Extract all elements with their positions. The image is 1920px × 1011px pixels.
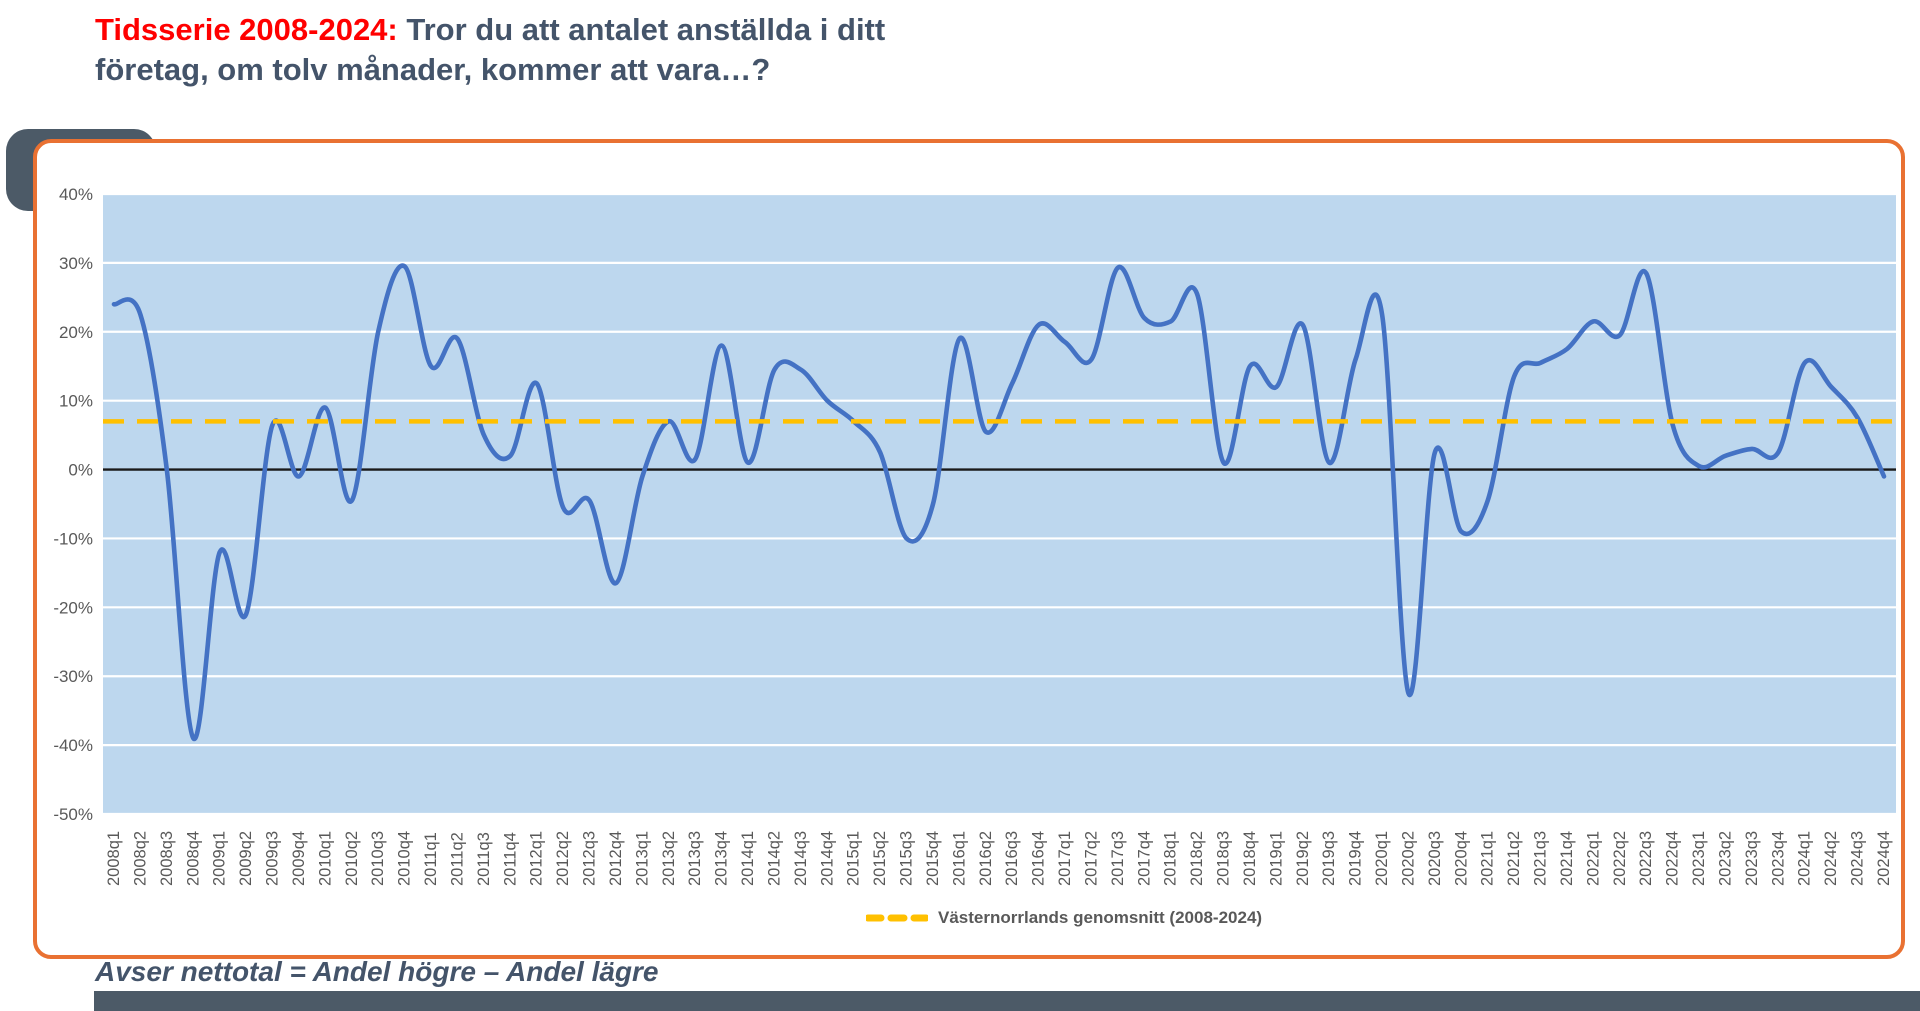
x-tick-label: 2009q4 xyxy=(290,831,308,886)
x-tick-label: 2009q1 xyxy=(211,831,229,886)
y-tick-label: 10% xyxy=(59,392,93,411)
x-tick-label: 2021q1 xyxy=(1479,831,1497,886)
x-tick-label: 2020q3 xyxy=(1426,831,1444,886)
y-tick-label: -30% xyxy=(53,667,93,686)
x-tick-label: 2014q1 xyxy=(739,831,757,886)
x-tick-label: 2022q2 xyxy=(1611,831,1629,886)
x-tick-label: 2016q4 xyxy=(1030,831,1048,886)
x-tick-label: 2015q2 xyxy=(871,831,889,886)
x-tick-label: 2018q3 xyxy=(1215,831,1233,886)
x-tick-label: 2010q2 xyxy=(343,831,361,886)
y-tick-label: -10% xyxy=(53,529,93,548)
x-tick-label: 2017q1 xyxy=(1056,831,1074,886)
x-tick-label: 2014q4 xyxy=(818,831,836,886)
x-tick-label: 2024q4 xyxy=(1875,831,1893,886)
x-tick-label: 2015q1 xyxy=(845,831,863,886)
y-tick-label: -20% xyxy=(53,598,93,617)
x-tick-label: 2010q3 xyxy=(369,831,387,886)
x-tick-label: 2024q1 xyxy=(1796,831,1814,886)
x-tick-label: 2023q2 xyxy=(1716,831,1734,886)
average-line-dash-icon xyxy=(866,914,928,922)
legend: Västernorrlands genomsnitt (2008-2024) xyxy=(866,903,1262,933)
x-tick-label: 2019q1 xyxy=(1267,831,1285,886)
x-tick-label: 2023q3 xyxy=(1743,831,1761,886)
x-tick-label: 2015q3 xyxy=(898,831,916,886)
y-tick-label: -50% xyxy=(53,805,93,824)
x-tick-label: 2013q1 xyxy=(633,831,651,886)
y-tick-label: 0% xyxy=(68,461,93,480)
x-tick-label: 2017q2 xyxy=(1082,831,1100,886)
x-tick-label: 2013q3 xyxy=(686,831,704,886)
x-tick-label: 2010q1 xyxy=(316,831,334,886)
x-tick-label: 2018q4 xyxy=(1241,831,1259,886)
x-tick-label: 2018q1 xyxy=(1162,831,1180,886)
y-tick-label: 20% xyxy=(59,323,93,342)
x-tick-label: 2016q2 xyxy=(977,831,995,886)
x-tick-label: 2022q4 xyxy=(1664,831,1682,886)
x-tick-label: 2008q3 xyxy=(158,831,176,886)
y-tick-label: -40% xyxy=(53,736,93,755)
x-tick-label: 2024q2 xyxy=(1822,831,1840,886)
x-tick-label: 2012q2 xyxy=(554,831,572,886)
x-tick-label: 2020q2 xyxy=(1399,831,1417,886)
title-line2: företag, om tolv månader, kommer att var… xyxy=(95,52,771,87)
x-tick-label: 2012q1 xyxy=(528,831,546,886)
y-tick-label: 40% xyxy=(59,185,93,204)
x-tick-label: 2009q2 xyxy=(237,831,255,886)
x-tick-label: 2016q1 xyxy=(950,831,968,886)
x-tick-label: 2019q3 xyxy=(1320,831,1338,886)
title-line1: Tror du att antalet anställda i ditt xyxy=(397,12,886,47)
y-tick-label: 30% xyxy=(59,254,93,273)
title-highlight: Tidsserie 2008-2024: xyxy=(95,12,398,47)
x-tick-label: 2015q4 xyxy=(924,831,942,886)
x-tick-label: 2020q1 xyxy=(1373,831,1391,886)
x-tick-label: 2017q4 xyxy=(1135,831,1153,886)
x-tick-label: 2013q4 xyxy=(713,831,731,886)
x-tick-label: 2020q4 xyxy=(1452,831,1470,886)
x-tick-label: 2011q1 xyxy=(422,832,440,886)
x-tick-label: 2024q3 xyxy=(1849,831,1867,886)
bottom-accent-bar xyxy=(94,991,1920,1011)
page-title: Tidsserie 2008-2024: Tror du att antalet… xyxy=(95,10,1075,90)
x-tick-label: 2010q4 xyxy=(396,831,414,886)
x-tick-label: 2018q2 xyxy=(1188,831,1206,886)
x-tick-label: 2008q2 xyxy=(131,831,149,886)
x-tick-label: 2021q3 xyxy=(1532,831,1550,886)
x-tick-label: 2014q3 xyxy=(792,831,810,886)
x-tick-label: 2023q1 xyxy=(1690,831,1708,886)
x-tick-label: 2019q2 xyxy=(1294,831,1312,886)
legend-label: Västernorrlands genomsnitt (2008-2024) xyxy=(938,908,1263,927)
x-tick-label: 2014q2 xyxy=(765,831,783,886)
x-tick-label: 2019q4 xyxy=(1347,831,1365,886)
x-tick-label: 2009q3 xyxy=(264,831,282,886)
x-tick-label: 2022q1 xyxy=(1584,831,1602,886)
x-tick-label: 2017q3 xyxy=(1109,831,1127,886)
x-tick-label: 2011q4 xyxy=(501,832,519,886)
x-tick-label: 2012q4 xyxy=(607,831,625,886)
x-tick-label: 2023q4 xyxy=(1769,831,1787,886)
x-tick-label: 2008q4 xyxy=(184,831,202,886)
x-tick-label: 2013q2 xyxy=(660,831,678,886)
x-tick-label: 2021q2 xyxy=(1505,831,1523,886)
x-tick-label: 2016q3 xyxy=(1003,831,1021,886)
x-tick-label: 2012q3 xyxy=(581,831,599,886)
x-tick-label: 2008q1 xyxy=(105,831,123,886)
x-tick-label: 2011q3 xyxy=(475,832,493,886)
x-tick-label: 2021q4 xyxy=(1558,831,1576,886)
footer-note: Avser nettotal = Andel högre – Andel läg… xyxy=(95,956,659,987)
x-tick-label: 2022q3 xyxy=(1637,831,1655,886)
data-line xyxy=(111,263,1887,741)
plot-background xyxy=(103,194,1896,814)
x-tick-label: 2011q2 xyxy=(448,832,466,886)
